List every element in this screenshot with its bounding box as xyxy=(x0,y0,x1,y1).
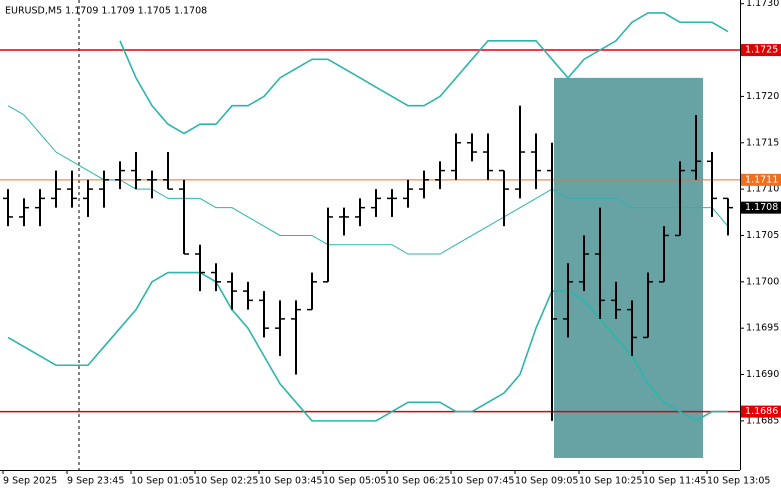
zone xyxy=(554,77,703,458)
x-tick-label: 10 Sep 01:05 xyxy=(131,476,194,487)
level-label: 1.1711 xyxy=(745,174,778,185)
y-tick-label: 1.1715 xyxy=(746,137,779,148)
x-tick-label: 10 Sep 07:45 xyxy=(451,476,514,487)
x-tick-label: 10 Sep 09:05 xyxy=(515,476,578,487)
chart-title: EURUSD,M5 1.1709 1.1709 1.1705 1.1708 xyxy=(5,6,207,17)
x-tick-label: 10 Sep 11:45 xyxy=(643,476,706,487)
x-tick-label: 10 Sep 05:05 xyxy=(323,476,386,487)
y-tick-label: 1.1720 xyxy=(746,91,779,102)
plot xyxy=(0,12,740,458)
y-tick-label: 1.1690 xyxy=(746,369,779,380)
y-tick-label: 1.1705 xyxy=(746,230,779,241)
price-label: 1.1708 xyxy=(745,202,778,213)
band-line xyxy=(7,105,729,255)
y-tick-label: 1.1700 xyxy=(746,276,779,287)
level-tag xyxy=(741,405,781,418)
level-tag xyxy=(741,44,781,57)
level-label: 1.1725 xyxy=(745,45,778,56)
x-tick-label: 10 Sep 06:25 xyxy=(387,476,450,487)
y-tick-label: 1.1710 xyxy=(746,184,779,195)
y-tick-label: 1.1730 xyxy=(746,0,779,9)
price-tag xyxy=(741,201,781,214)
level-tag xyxy=(741,173,781,186)
x-tick-label: 10 Sep 02:25 xyxy=(195,476,258,487)
x-tick-label: 10 Sep 13:05 xyxy=(707,476,770,487)
band-line xyxy=(7,271,728,422)
y-tick-label: 1.1685 xyxy=(746,415,779,426)
level-label: 1.1686 xyxy=(745,406,778,417)
x-tick-label: 10 Sep 03:45 xyxy=(259,476,322,487)
x-tick-label: 9 Sep 23:45 xyxy=(67,476,124,487)
band-line xyxy=(119,12,729,135)
x-tick-label: 9 Sep 2025 xyxy=(3,476,57,487)
y-tick-label: 1.1695 xyxy=(746,323,779,334)
x-tick-label: 10 Sep 10:25 xyxy=(579,476,642,487)
